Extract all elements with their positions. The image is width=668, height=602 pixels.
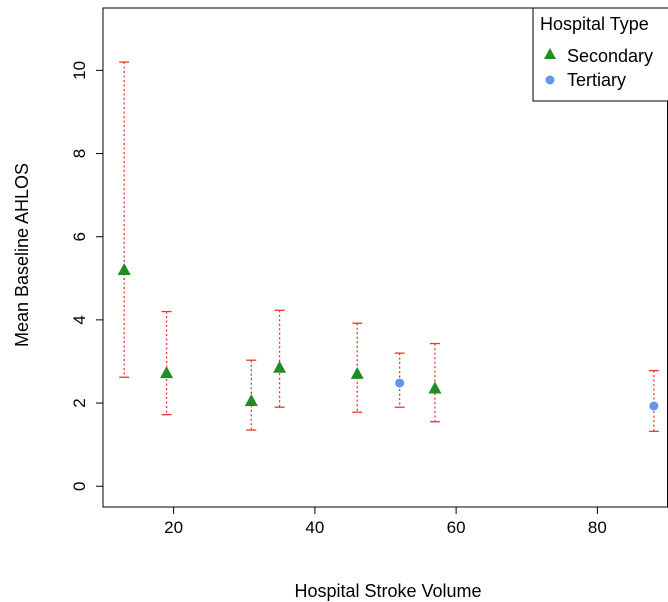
point-secondary [117,262,131,275]
legend-label-tertiary: Tertiary [567,70,626,90]
x-tick-label: 80 [588,518,607,537]
x-tick-label: 20 [164,518,183,537]
legend-box [532,7,668,102]
point-secondary [273,360,287,373]
point-tertiary [395,378,405,388]
x-tick-label: 40 [305,518,324,537]
point-secondary [160,366,174,379]
point-secondary [350,366,364,379]
error-bars [119,61,659,432]
data-points [117,262,659,411]
x-tick-label: 60 [447,518,466,537]
y-tick-label: 8 [70,149,89,158]
point-secondary [428,381,442,394]
y-tick-label: 6 [70,232,89,241]
legend-marker-tertiary [545,75,555,85]
legend-label-secondary: Secondary [567,46,653,66]
point-tertiary [649,401,659,411]
y-tick-label: 2 [70,398,89,407]
point-secondary [244,393,258,406]
legend-title: Hospital Type [540,14,649,34]
y-tick-label: 10 [70,61,89,80]
y-tick-label: 0 [70,481,89,490]
x-axis-label: Hospital Stroke Volume [294,581,481,601]
y-axis-label: Mean Baseline AHLOS [12,163,32,347]
y-tick-label: 4 [70,315,89,324]
legend-marker-secondary [544,48,556,59]
legend: Hospital Type Secondary Tertiary [532,7,668,102]
